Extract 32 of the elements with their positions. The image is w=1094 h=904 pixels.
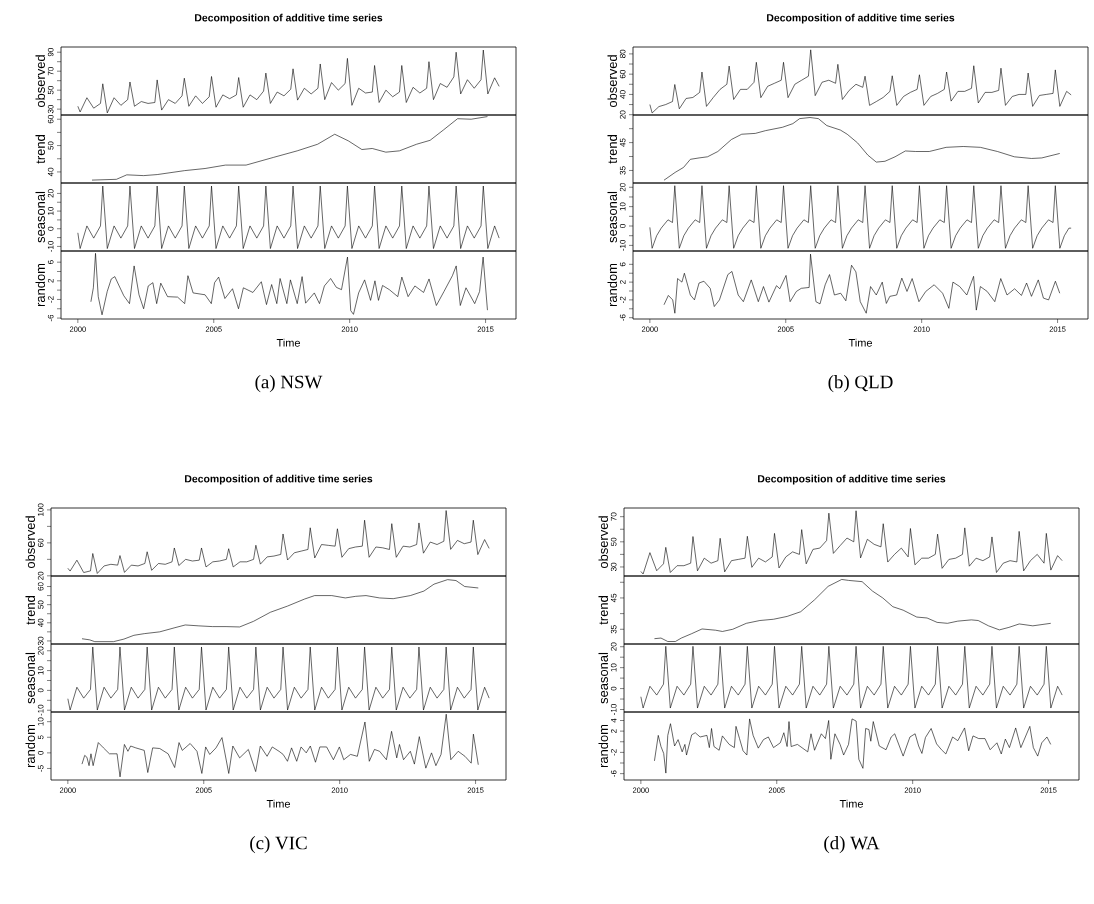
line-series (90, 253, 488, 316)
y-axis-title: observed (35, 55, 45, 108)
y-axis-title: observed (607, 55, 617, 108)
text: (b) QLD (828, 375, 893, 393)
y-axis-title: random (598, 724, 608, 768)
line-series (663, 253, 1061, 314)
y-axis-title: seasonal (35, 191, 45, 243)
y-axis-title: random (35, 263, 45, 307)
line-series (640, 646, 1063, 709)
y-axis-title: observed (25, 516, 35, 569)
y-axis-title: seasonal (598, 652, 608, 704)
chart-title: Decomposition of additive time series (195, 13, 383, 24)
text: (a) NSW (255, 375, 323, 393)
chart-title: Decomposition of additive time series (758, 474, 946, 485)
chart-title: Decomposition of additive time series (185, 474, 373, 485)
x-axis-title: Time (276, 338, 300, 347)
text: (c) VIC (250, 836, 307, 854)
y-axis-title: seasonal (607, 191, 617, 243)
y-axis-title: observed (598, 516, 608, 569)
text: (d) WA (824, 836, 880, 854)
y-axis-title: trend (598, 596, 608, 625)
y-axis-title: seasonal (25, 652, 35, 704)
line-series (654, 718, 1052, 774)
x-axis-title: Time (266, 799, 290, 808)
y-axis-title: random (25, 724, 35, 768)
x-axis-title: Time (839, 799, 863, 808)
y-axis-title: trend (25, 596, 35, 625)
y-axis-title: trend (35, 135, 45, 164)
y-axis-title: random (607, 263, 617, 307)
x-axis-title: Time (848, 338, 872, 347)
chart-title: Decomposition of additive time series (767, 13, 955, 24)
y-axis-title: trend (607, 135, 617, 164)
